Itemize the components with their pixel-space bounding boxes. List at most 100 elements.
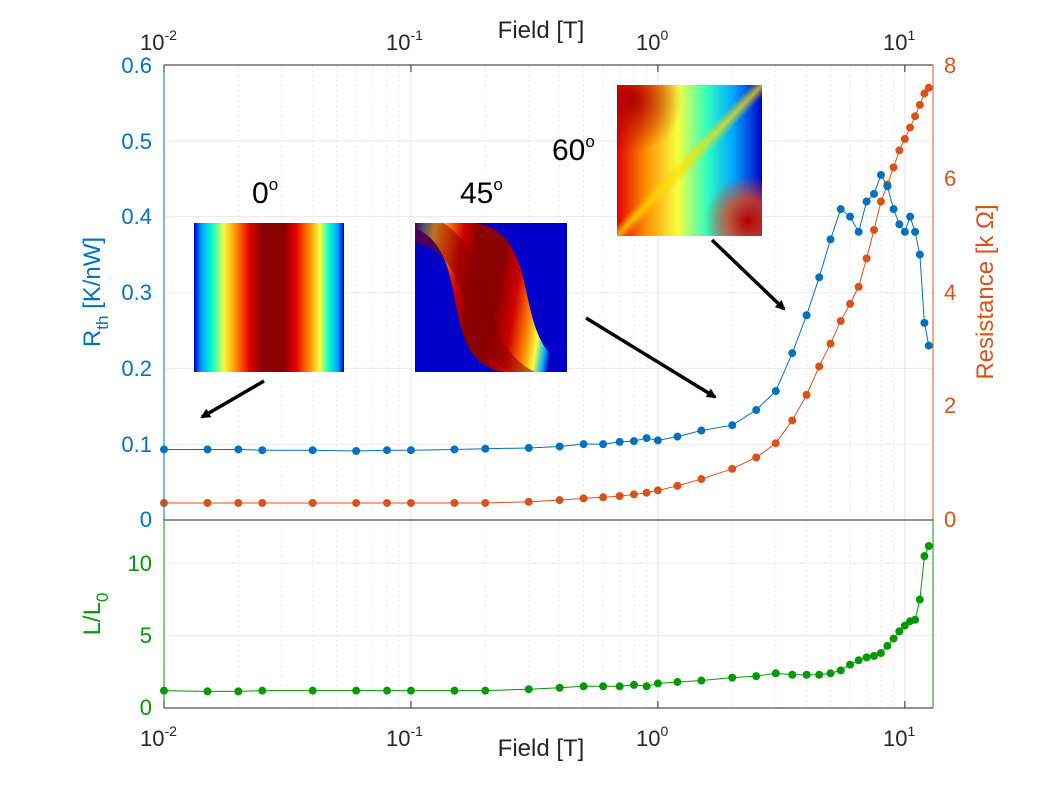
data-point — [352, 686, 361, 695]
data-point — [788, 416, 797, 425]
data-point — [911, 615, 920, 624]
data-point — [906, 123, 915, 132]
data-point — [815, 362, 824, 371]
annotation-arrows — [200, 238, 786, 419]
lorenz-tick-label: 10 — [128, 551, 152, 576]
tick-marks — [163, 65, 906, 708]
data-point — [802, 670, 811, 679]
resistance-tick-label: 6 — [944, 166, 956, 191]
data-point — [481, 686, 490, 695]
top-x-tick-label: 101 — [883, 27, 915, 55]
resistance-tick-label: 4 — [944, 280, 956, 305]
data-point — [697, 676, 706, 685]
data-point — [802, 390, 811, 399]
data-point — [383, 498, 392, 507]
arrow-45-degree — [585, 316, 717, 399]
data-point — [889, 634, 898, 643]
bottom-x-axis-title: Field [T] — [498, 735, 585, 762]
data-point — [752, 672, 761, 681]
data-point — [924, 542, 933, 551]
gridlines — [163, 64, 933, 709]
bottom-x-tick-label: 101 — [883, 723, 915, 751]
data-point — [258, 446, 267, 455]
data-point — [911, 227, 920, 236]
data-point — [642, 682, 651, 691]
inset-45-label: 45o — [460, 175, 503, 210]
data-point — [352, 446, 361, 455]
data-point — [854, 656, 863, 665]
bottom-x-tick-label: 100 — [636, 723, 668, 751]
data-point — [836, 316, 845, 325]
resistance-tick-labels: 0 2 4 6 8 — [944, 53, 956, 532]
lorenz-tick-label: 5 — [140, 623, 152, 648]
axes — [163, 64, 934, 709]
data-point — [728, 464, 737, 473]
rth-tick-label: 0.3 — [121, 280, 152, 305]
resistance-tick-label: 2 — [944, 393, 956, 418]
data-point — [889, 163, 898, 172]
resistance-tick-label: 8 — [944, 53, 956, 78]
data-point — [771, 439, 780, 448]
bottom-x-tick-labels: 10-2 10-1 100 101 — [140, 723, 915, 751]
data-point — [555, 496, 564, 505]
inset-45-degree: 45o — [415, 175, 567, 372]
data-point — [854, 227, 863, 236]
data-point — [876, 170, 885, 179]
data-point — [555, 683, 564, 692]
data-point — [673, 432, 682, 441]
data-point — [579, 440, 588, 449]
resistance-axis-title: Resistance [k Ω] — [972, 204, 999, 379]
data-point — [771, 669, 780, 678]
data-point — [383, 686, 392, 695]
data-point — [653, 679, 662, 688]
data-point — [615, 437, 624, 446]
data-point — [915, 250, 924, 259]
data-point — [258, 498, 267, 507]
data-point — [836, 666, 845, 675]
data-point — [234, 687, 243, 696]
lorenz-series — [160, 542, 933, 696]
lorenz-tick-label: 0 — [140, 695, 152, 720]
data-point — [653, 436, 662, 445]
data-point — [883, 641, 892, 650]
data-point — [406, 446, 415, 455]
data-point — [846, 660, 855, 669]
data-point — [826, 339, 835, 348]
data-point — [771, 387, 780, 396]
data-point — [629, 680, 638, 689]
data-point — [752, 406, 761, 415]
data-point — [579, 494, 588, 503]
data-point — [862, 254, 871, 263]
data-point — [876, 649, 885, 658]
data-point — [406, 498, 415, 507]
data-point — [900, 227, 909, 236]
data-point — [788, 670, 797, 679]
resistance-series — [160, 83, 933, 507]
data-point — [826, 669, 835, 678]
data-point — [203, 498, 212, 507]
inset-0-degree: 0o — [194, 175, 344, 372]
data-point — [920, 89, 929, 98]
data-point — [870, 225, 879, 234]
data-point — [846, 212, 855, 221]
inset-60-label: 60o — [552, 132, 595, 167]
data-point — [915, 595, 924, 604]
data-point — [234, 498, 243, 507]
data-point — [895, 146, 904, 155]
data-point — [524, 497, 533, 506]
data-point — [920, 318, 929, 327]
data-point — [924, 83, 933, 92]
data-point — [450, 686, 459, 695]
rth-series — [160, 170, 933, 455]
data-point — [599, 682, 608, 691]
rth-axis-title: Rth [K/nW] — [79, 237, 112, 347]
data-point — [895, 627, 904, 636]
data-point — [308, 498, 317, 507]
data-point — [524, 685, 533, 694]
top-x-tick-label: 100 — [636, 27, 668, 55]
rth-tick-label: 0.6 — [121, 53, 152, 78]
data-point — [911, 112, 920, 121]
data-point — [826, 235, 835, 244]
inset-0-image — [194, 223, 344, 372]
